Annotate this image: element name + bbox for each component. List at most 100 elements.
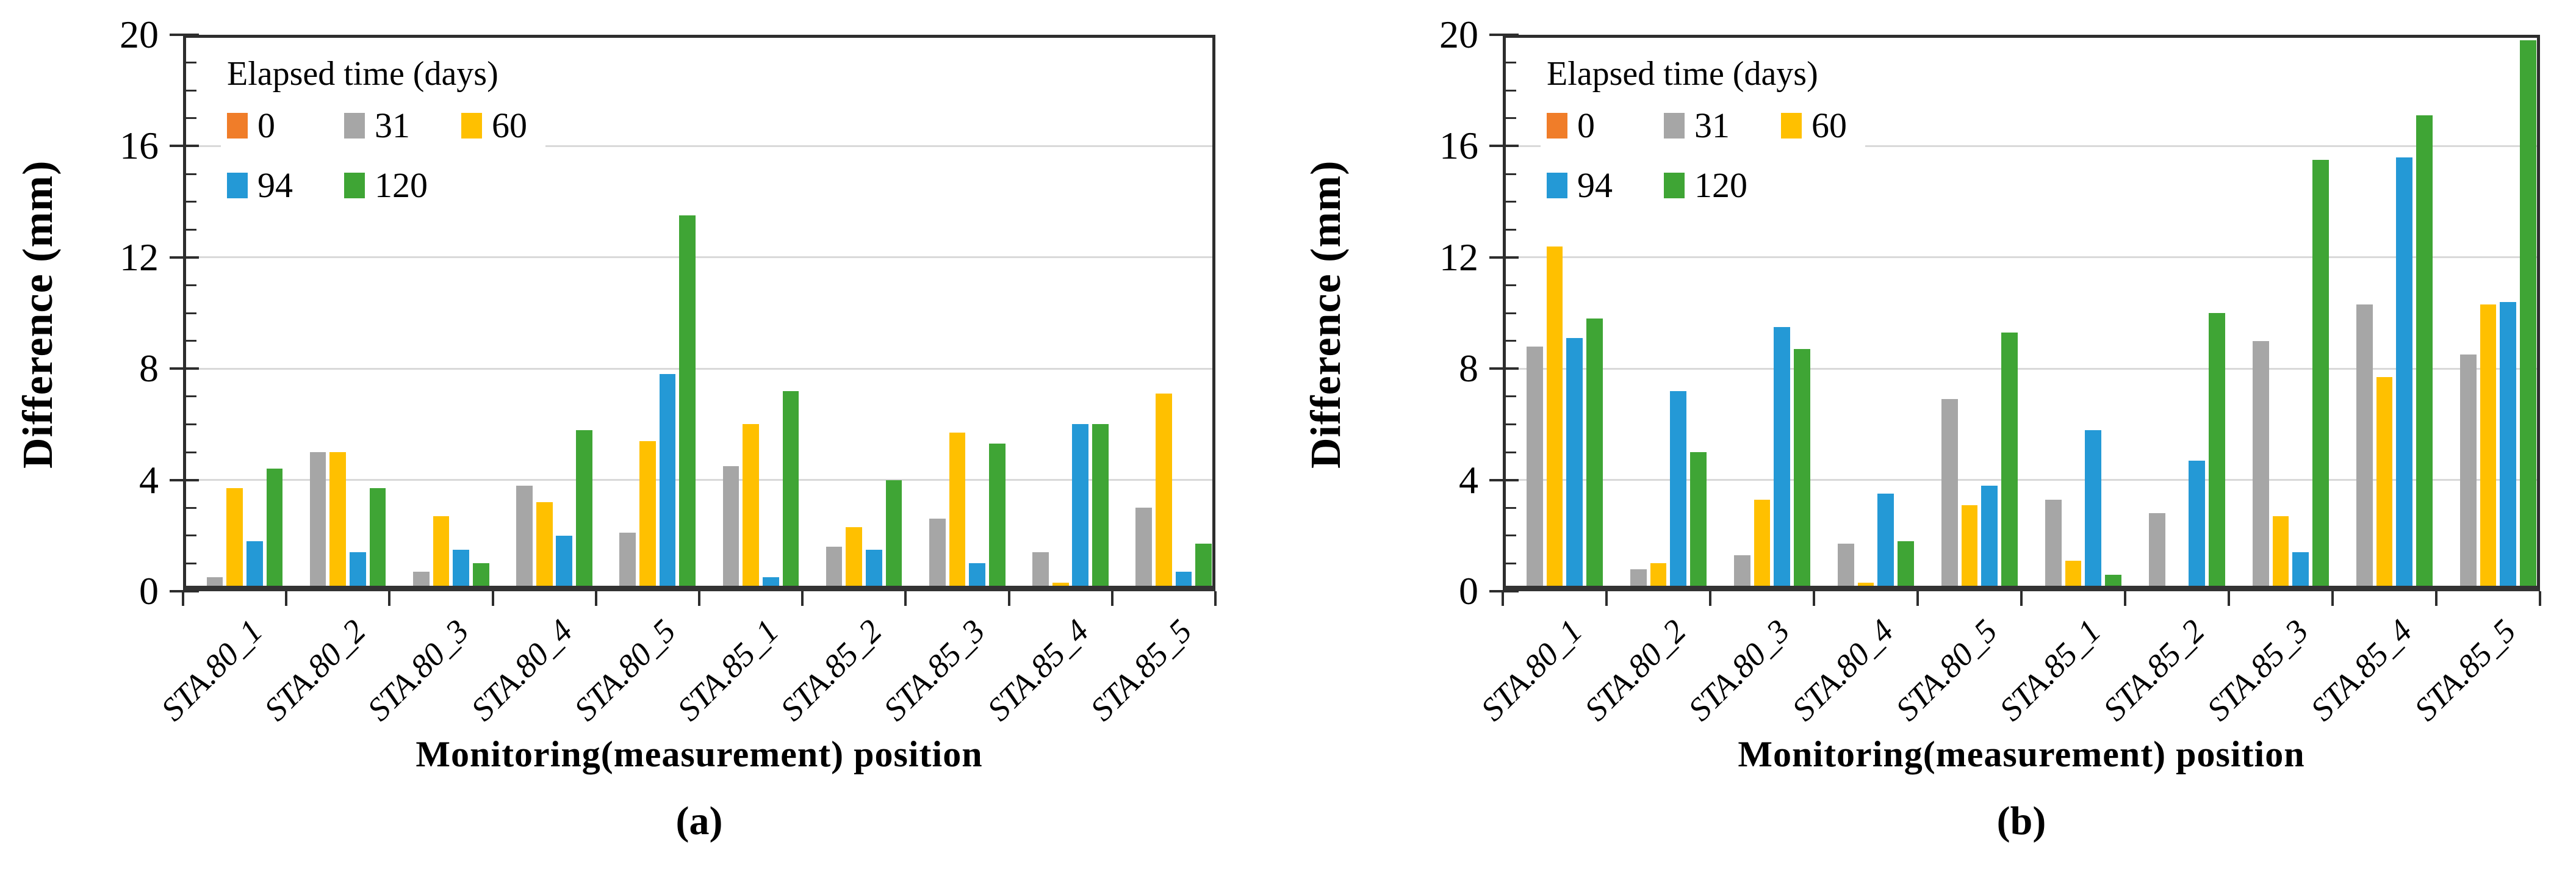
y-tick-label: 12 [120,235,159,279]
panel-a: Difference (mm) Elapsed time (days) 0 31 6… [15,13,1217,843]
y-tick [170,367,199,370]
y-minor-tick [183,228,196,231]
bar [1837,544,1854,591]
panel-caption: (a) [675,799,723,843]
x-category-label-text: STA.85_5 [1083,612,1199,728]
y-minor-tick [1503,201,1516,203]
bar [329,452,347,591]
x-category-label-text: STA.80_1 [1473,612,1590,728]
bar [1898,541,1915,591]
y-minor-tick [183,284,196,286]
legend-entry: 31 [344,108,461,143]
y-minor-tick [1503,117,1516,120]
legend-label: 60 [1811,106,1847,145]
bar [226,488,243,591]
x-tick [904,591,907,606]
bar [1733,555,1750,591]
bar [2105,574,2122,591]
y-minor-tick [1503,228,1516,231]
legend-swatch [344,173,365,198]
bar [1175,572,1192,591]
x-category-label-text: STA.80_3 [360,612,477,728]
legend-label: 31 [375,106,410,145]
bar [1650,563,1667,591]
bar [1941,399,1958,591]
bar [309,452,326,591]
y-tick [1489,367,1519,370]
legend-label: 94 [257,165,293,205]
y-tick [1489,590,1519,592]
bar [1981,485,1998,591]
y-axis-title: Difference (mm) [1303,160,1350,469]
y-minor-tick [1503,312,1516,314]
bar [762,577,779,591]
x-axis-title: Monitoring(measurement) position [1738,734,2305,774]
legend-label: 31 [1694,106,1730,145]
legend-swatch [227,113,248,139]
x-category-label-text: STA.85_4 [980,612,1096,728]
bar [2416,115,2433,591]
x-tick [2228,591,2230,606]
bar [1092,424,1109,591]
bar [1156,394,1172,591]
legend-entry: 60 [461,108,527,143]
gridline [183,479,1215,481]
y-tick-label: 8 [1459,347,1478,391]
bar [1774,326,1791,591]
y-tick-label: 20 [120,13,159,56]
bar [2168,585,2186,591]
bar [722,466,739,591]
y-tick-label: 12 [1439,235,1478,279]
y-minor-tick [183,201,196,203]
gridline [1503,256,2540,259]
y-tick-label: 0 [139,569,159,613]
legend: Elapsed time (days) 0 31 60 94 120 [1541,51,1865,214]
bar [516,485,533,591]
bar [826,547,843,591]
bar [1690,452,1707,591]
panel-b: Difference (mm) Elapsed time (days) 0 31 6… [1288,0,2576,889]
bar [576,430,592,591]
x-category-label-text: STA.85_1 [1992,612,2109,728]
bar [453,549,469,591]
x-category-label-text: STA.85_3 [876,612,993,728]
x-tick [1605,591,1608,606]
legend-entry: 94 [1547,168,1664,203]
bar [1877,494,1894,591]
y-tick [170,478,199,481]
x-category-label-text: STA.80_1 [154,612,270,728]
bar [885,480,902,591]
bar [988,444,1006,591]
legend-swatch [1781,113,1802,139]
bar [2459,355,2477,591]
y-minor-tick [183,340,196,342]
plot-area: Elapsed time (days) 0 31 60 94 120 0 4 8 12 16 2… [1439,13,2541,728]
legend-row: 94 120 [227,168,527,203]
bar [1072,424,1089,591]
bar [350,552,366,591]
legend-entry: 31 [1664,108,1781,143]
y-minor-tick [1503,173,1516,175]
y-tick-label: 4 [1459,458,1478,502]
legend-title: Elapsed time (days) [227,55,498,93]
x-tick [182,591,184,606]
x-tick [1007,591,1010,606]
bar [1526,346,1543,591]
gridline [1503,367,2540,370]
bar [206,577,223,591]
legend-entry: 60 [1781,108,1847,143]
bar [1135,508,1153,591]
x-tick [491,591,494,606]
bar [866,549,882,591]
bar [2312,160,2330,591]
y-minor-tick [1503,395,1516,398]
bar [472,563,489,591]
legend-label: 0 [257,106,275,145]
y-minor-tick [183,562,196,564]
bar [969,563,985,591]
gridline [1503,479,2540,481]
y-minor-tick [1503,89,1516,92]
y-minor-tick [183,451,196,453]
y-tick-label: 4 [139,458,159,502]
bar [2252,340,2269,591]
